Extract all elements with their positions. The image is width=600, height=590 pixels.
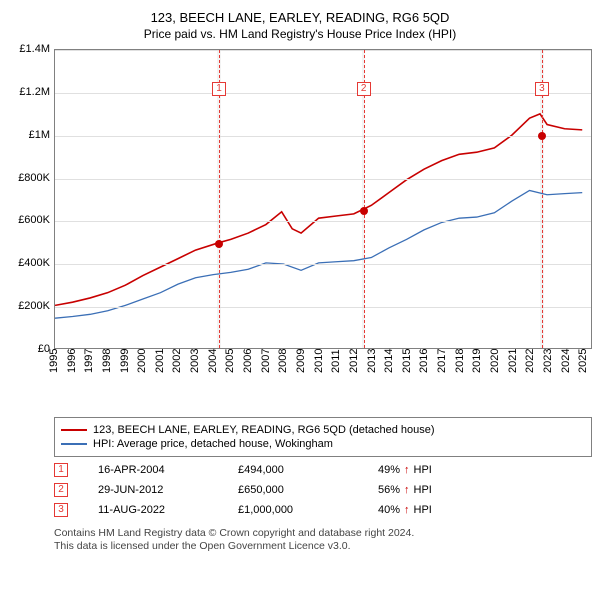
sale-marker-box: 1 bbox=[212, 82, 226, 96]
x-axis-labels: 1995199619971998199920002001200220032004… bbox=[54, 349, 592, 379]
sale-pct-value: 49% bbox=[378, 464, 400, 476]
x-tick-label: 2019 bbox=[471, 349, 483, 373]
gridline bbox=[55, 307, 591, 308]
sale-date: 11-AUG-2022 bbox=[98, 504, 208, 516]
x-tick-label: 1998 bbox=[101, 349, 113, 373]
arrow-up-icon: ↑ bbox=[404, 484, 410, 496]
x-tick-label: 2004 bbox=[207, 349, 219, 373]
x-tick-label: 2014 bbox=[383, 349, 395, 373]
series-line-property bbox=[55, 114, 582, 306]
x-tick-label: 2025 bbox=[577, 349, 589, 373]
footer-attribution: Contains HM Land Registry data © Crown c… bbox=[54, 527, 592, 552]
sale-row: 1 16-APR-2004 £494,000 49% ↑ HPI bbox=[54, 463, 592, 477]
y-tick-label: £1M bbox=[29, 129, 50, 141]
gridline bbox=[55, 50, 591, 51]
chart-subtitle: Price paid vs. HM Land Registry's House … bbox=[8, 27, 592, 41]
x-tick-label: 2001 bbox=[154, 349, 166, 373]
x-tick-label: 2005 bbox=[224, 349, 236, 373]
x-tick-label: 2024 bbox=[560, 349, 572, 373]
x-tick-label: 2020 bbox=[489, 349, 501, 373]
arrow-up-icon: ↑ bbox=[404, 504, 410, 516]
x-tick-label: 2023 bbox=[542, 349, 554, 373]
x-tick-label: 2007 bbox=[260, 349, 272, 373]
legend-row: 123, BEECH LANE, EARLEY, READING, RG6 5Q… bbox=[61, 424, 585, 436]
x-tick-label: 2003 bbox=[189, 349, 201, 373]
x-tick-label: 1995 bbox=[48, 349, 60, 373]
footer-line-1: Contains HM Land Registry data © Crown c… bbox=[54, 527, 592, 539]
x-tick-label: 2009 bbox=[295, 349, 307, 373]
x-tick-label: 2006 bbox=[242, 349, 254, 373]
y-tick-label: £200K bbox=[18, 300, 50, 312]
legend-swatch bbox=[61, 443, 87, 445]
sale-pct: 40% ↑ HPI bbox=[378, 504, 432, 516]
sale-marker-box: 3 bbox=[535, 82, 549, 96]
legend: 123, BEECH LANE, EARLEY, READING, RG6 5Q… bbox=[54, 417, 592, 457]
y-tick-label: £1.2M bbox=[19, 86, 50, 98]
legend-label: 123, BEECH LANE, EARLEY, READING, RG6 5Q… bbox=[93, 424, 435, 436]
series-line-hpi bbox=[55, 190, 582, 318]
sale-number-box: 2 bbox=[54, 483, 68, 497]
x-tick-label: 1999 bbox=[119, 349, 131, 373]
x-tick-label: 2000 bbox=[136, 349, 148, 373]
sale-marker-dot bbox=[360, 207, 368, 215]
x-tick-label: 2022 bbox=[524, 349, 536, 373]
x-tick-label: 1996 bbox=[66, 349, 78, 373]
x-tick-label: 1997 bbox=[83, 349, 95, 373]
sale-date: 16-APR-2004 bbox=[98, 464, 208, 476]
gridline bbox=[55, 93, 591, 94]
sale-pct-value: 40% bbox=[378, 504, 400, 516]
x-tick-label: 2011 bbox=[330, 349, 342, 373]
sale-number-box: 1 bbox=[54, 463, 68, 477]
chart-container: £0£200K£400K£600K£800K£1M£1.2M£1.4M 123 … bbox=[8, 49, 592, 379]
gridline bbox=[55, 264, 591, 265]
y-tick-label: £600K bbox=[18, 214, 50, 226]
chart-title: 123, BEECH LANE, EARLEY, READING, RG6 5Q… bbox=[8, 10, 592, 25]
sale-price: £650,000 bbox=[238, 484, 348, 496]
x-tick-label: 2016 bbox=[418, 349, 430, 373]
legend-row: HPI: Average price, detached house, Woki… bbox=[61, 438, 585, 450]
sale-pct-suffix: HPI bbox=[414, 484, 432, 496]
sale-pct-suffix: HPI bbox=[414, 504, 432, 516]
sale-pct-suffix: HPI bbox=[414, 464, 432, 476]
x-tick-label: 2008 bbox=[277, 349, 289, 373]
sale-marker-dot bbox=[215, 240, 223, 248]
sale-pct: 56% ↑ HPI bbox=[378, 484, 432, 496]
x-tick-label: 2013 bbox=[366, 349, 378, 373]
gridline bbox=[55, 136, 591, 137]
y-tick-label: £1.4M bbox=[19, 43, 50, 55]
sale-price: £494,000 bbox=[238, 464, 348, 476]
sale-marker-dot bbox=[538, 132, 546, 140]
x-tick-label: 2002 bbox=[171, 349, 183, 373]
plot-area: 1 2 3 bbox=[54, 49, 592, 349]
sale-row: 3 11-AUG-2022 £1,000,000 40% ↑ HPI bbox=[54, 503, 592, 517]
gridline bbox=[55, 179, 591, 180]
x-tick-label: 2012 bbox=[348, 349, 360, 373]
y-tick-label: £400K bbox=[18, 257, 50, 269]
line-series-svg bbox=[55, 50, 591, 348]
legend-swatch bbox=[61, 429, 87, 431]
x-tick-label: 2021 bbox=[507, 349, 519, 373]
footer-line-2: This data is licensed under the Open Gov… bbox=[54, 540, 592, 552]
sale-marker-box: 2 bbox=[357, 82, 371, 96]
sale-price: £1,000,000 bbox=[238, 504, 348, 516]
sales-table: 1 16-APR-2004 £494,000 49% ↑ HPI 2 29-JUN-2012 £… bbox=[54, 463, 592, 517]
sale-row: 2 29-JUN-2012 £650,000 56% ↑ HPI bbox=[54, 483, 592, 497]
arrow-up-icon: ↑ bbox=[404, 464, 410, 476]
sale-pct-value: 56% bbox=[378, 484, 400, 496]
y-axis-labels: £0£200K£400K£600K£800K£1M£1.2M£1.4M bbox=[8, 49, 54, 349]
x-tick-label: 2018 bbox=[454, 349, 466, 373]
sale-number-box: 3 bbox=[54, 503, 68, 517]
gridline bbox=[55, 221, 591, 222]
x-tick-label: 2015 bbox=[401, 349, 413, 373]
x-tick-label: 2010 bbox=[313, 349, 325, 373]
sale-date: 29-JUN-2012 bbox=[98, 484, 208, 496]
sale-pct: 49% ↑ HPI bbox=[378, 464, 432, 476]
legend-label: HPI: Average price, detached house, Woki… bbox=[93, 438, 333, 450]
x-tick-label: 2017 bbox=[436, 349, 448, 373]
y-tick-label: £800K bbox=[18, 172, 50, 184]
